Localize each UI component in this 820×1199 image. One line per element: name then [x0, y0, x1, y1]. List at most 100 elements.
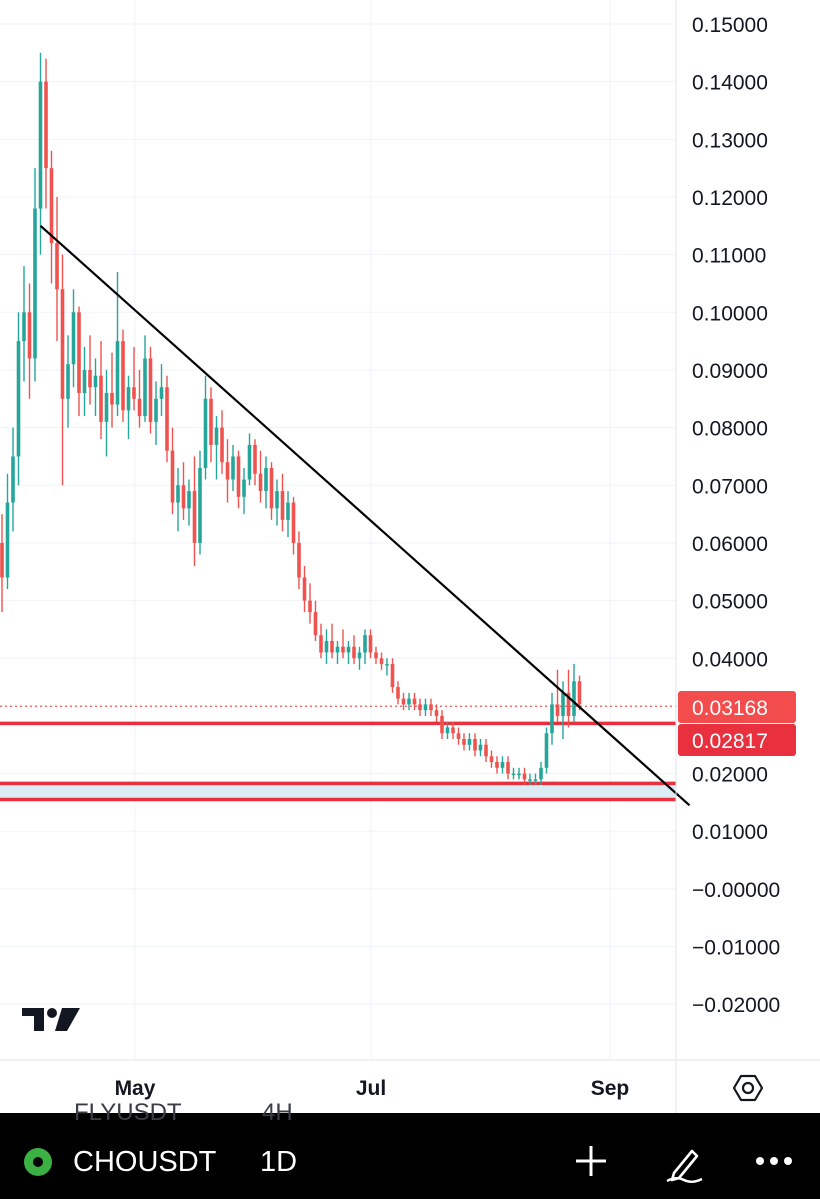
symbol-status-icon	[24, 1148, 52, 1176]
candle	[22, 266, 26, 382]
candle	[27, 283, 32, 399]
candle	[71, 289, 76, 388]
candle	[291, 496, 296, 555]
candle-body	[577, 681, 582, 705]
candle	[38, 52, 43, 255]
candle-body	[363, 635, 367, 653]
candle	[550, 692, 554, 745]
interval-button[interactable]: 1D	[260, 1146, 298, 1178]
candle	[467, 733, 472, 751]
chart[interactable]: 0.15000 0.14000 0.13000 0.12000 0.11000 0.100…	[0, 0, 820, 1113]
candle	[313, 600, 318, 641]
candle-body	[60, 289, 65, 399]
candle	[396, 681, 400, 705]
candle-body	[517, 773, 521, 776]
candle-body	[27, 312, 32, 359]
candle	[418, 698, 422, 716]
candle-body	[71, 312, 76, 365]
candle	[82, 346, 87, 417]
candle	[462, 733, 466, 751]
bottom-toolbar: FLYUSDT 4H CHOUSDT 1D	[0, 1099, 820, 1199]
symbol-button[interactable]: CHOUSDT	[73, 1146, 217, 1178]
candle-body	[5, 502, 10, 578]
tradingview-logo-icon	[22, 1008, 80, 1031]
candle-body	[506, 762, 510, 774]
candle-body	[346, 646, 351, 653]
candle	[473, 733, 477, 757]
candle	[44, 58, 48, 209]
candle-body	[357, 652, 362, 659]
candle-body	[495, 762, 499, 768]
candles	[0, 52, 582, 786]
candle-body	[192, 491, 197, 543]
candle	[401, 692, 406, 711]
candle-body	[82, 369, 87, 394]
candle	[231, 444, 235, 492]
candle-body	[115, 341, 120, 405]
candle	[170, 427, 175, 515]
candle	[577, 675, 582, 711]
y-tick-label: 0.01000	[692, 821, 768, 844]
candle-body	[324, 640, 329, 653]
candle-body	[330, 640, 334, 653]
plus-icon[interactable]	[573, 1143, 609, 1179]
candle	[258, 450, 263, 503]
candle-body	[99, 375, 103, 422]
candle-body	[561, 692, 565, 716]
settings-icon[interactable]	[733, 1073, 763, 1103]
candle	[247, 433, 252, 486]
candle-body	[555, 704, 560, 716]
candle-body	[93, 375, 98, 388]
y-tick-label: 0.10000	[692, 302, 768, 325]
candle-body	[440, 715, 444, 734]
candle-body	[539, 767, 543, 780]
x-tick-label: Sep	[591, 1077, 630, 1100]
pen-icon[interactable]	[664, 1143, 704, 1183]
candle	[55, 196, 59, 342]
candle-body	[286, 502, 290, 520]
price-scale[interactable]: 0.15000 0.14000 0.13000 0.12000 0.11000 0.100…	[692, 14, 780, 1017]
candle-body	[511, 773, 516, 776]
candle-body	[220, 427, 224, 463]
candle	[242, 467, 246, 515]
candle	[429, 698, 433, 716]
y-tick-label: 0.08000	[692, 418, 768, 441]
candle-body	[528, 779, 532, 781]
candle	[302, 566, 307, 613]
candle	[374, 646, 378, 665]
candle	[209, 387, 213, 463]
candle	[385, 658, 389, 676]
y-tick-label: 0.07000	[692, 475, 768, 498]
candle	[489, 750, 494, 768]
candle-body	[434, 710, 439, 716]
candle	[225, 439, 230, 503]
candle-body	[418, 704, 422, 711]
candle-body	[137, 398, 142, 417]
candle	[434, 704, 439, 722]
candle	[214, 416, 219, 480]
candle	[275, 479, 279, 526]
x-tick-label: May	[115, 1077, 156, 1100]
candle-body	[44, 81, 48, 169]
candle	[555, 669, 560, 722]
candle	[60, 254, 65, 486]
candle	[390, 658, 395, 693]
candle-body	[396, 687, 400, 699]
candle	[66, 335, 70, 428]
candle	[544, 727, 549, 774]
candle	[110, 352, 114, 428]
candle	[324, 629, 329, 665]
more-icon[interactable]	[754, 1143, 794, 1179]
candle-body	[401, 698, 406, 705]
candle	[198, 450, 202, 555]
trendline[interactable]	[39, 224, 691, 807]
candle-body	[407, 698, 411, 705]
time-scale[interactable]: May Jul Sep	[115, 1077, 630, 1100]
candle-body	[467, 738, 472, 745]
candle	[330, 623, 334, 659]
candle-body	[203, 398, 208, 468]
candle	[280, 473, 285, 532]
candle-body	[33, 208, 37, 359]
candle-body	[126, 387, 131, 411]
candle-body	[121, 341, 125, 411]
